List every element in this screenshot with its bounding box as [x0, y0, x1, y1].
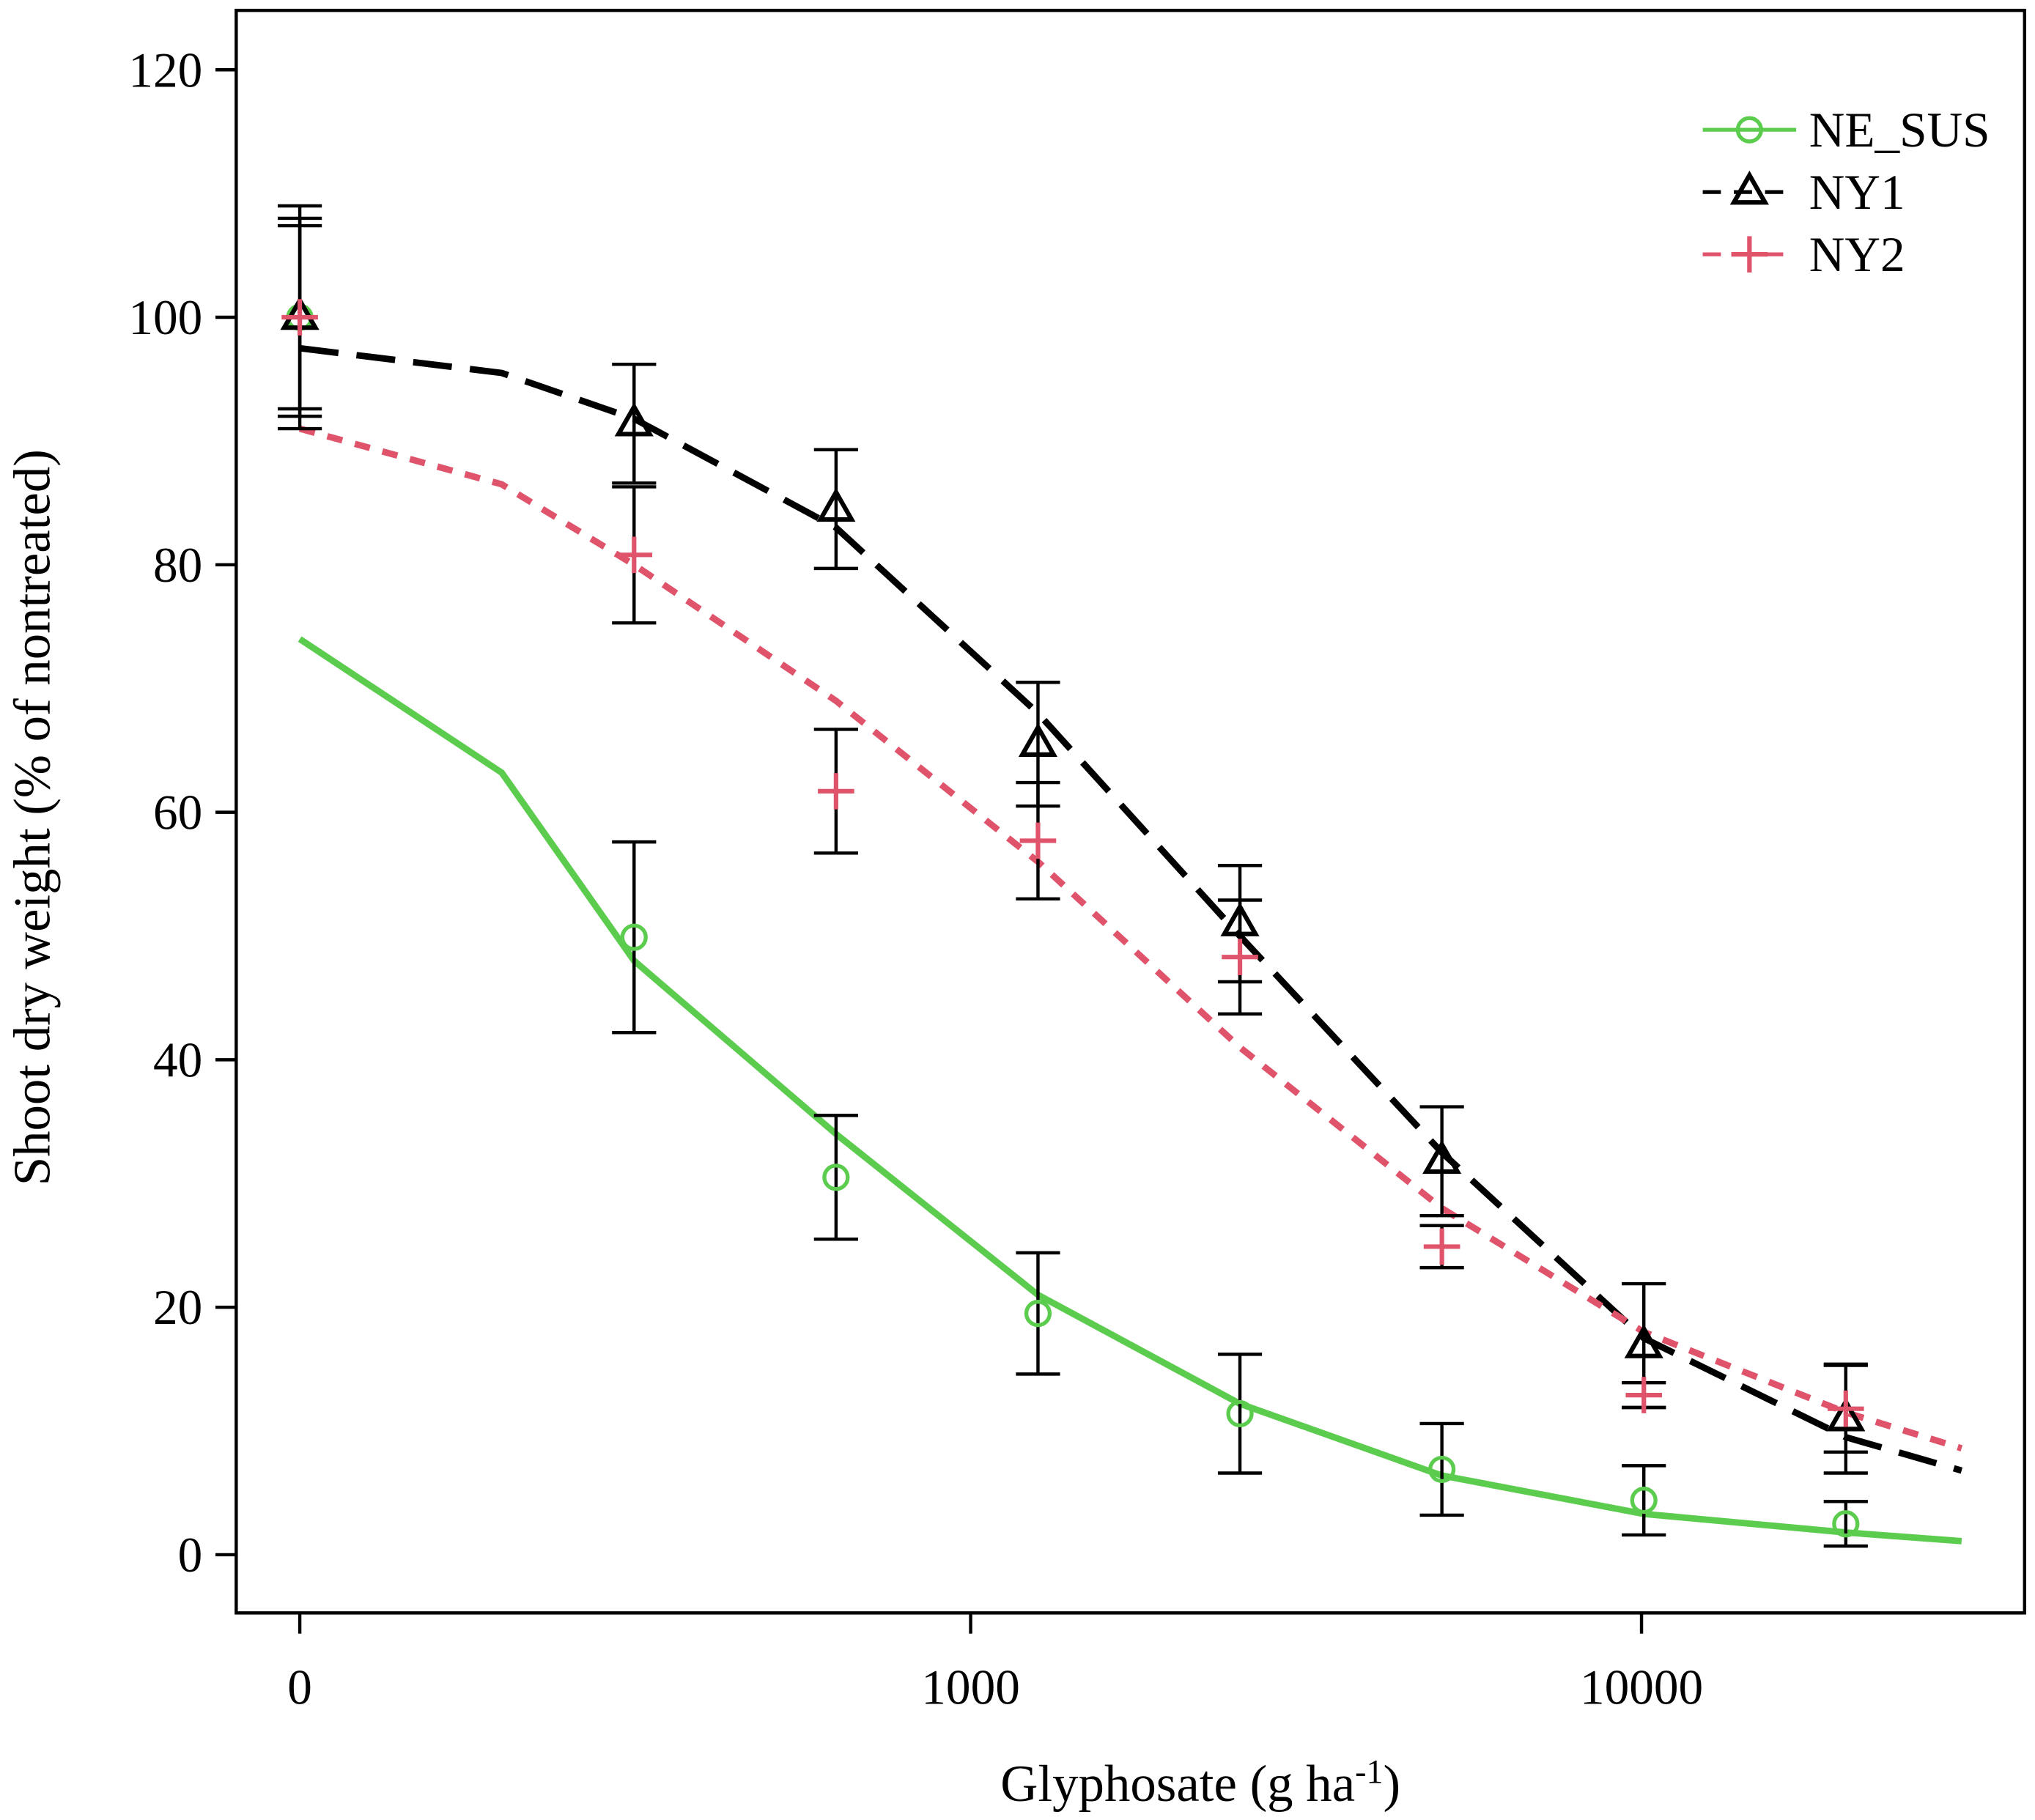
- error-bar-line: [612, 362, 657, 485]
- x-axis-title: Glyphosate (g ha-1): [1000, 1753, 1400, 1813]
- error-bar: [1016, 1251, 1060, 1376]
- legend-label: NY1: [1809, 165, 1905, 220]
- error-bar-line: [1217, 1353, 1263, 1475]
- x-axis-title-text: Glyphosate (g ha: [1000, 1756, 1355, 1813]
- fit-curve: [299, 344, 1963, 1474]
- y-tick-label: 100: [128, 290, 202, 345]
- marker: [818, 773, 854, 810]
- y-tick-label: 120: [128, 42, 202, 97]
- error-bar: [1217, 1353, 1263, 1475]
- x-axis-title-sup: -1: [1355, 1753, 1383, 1790]
- marker: [822, 1164, 850, 1191]
- marker: [1422, 1139, 1462, 1175]
- marker: [1828, 1390, 1864, 1427]
- legend-label: NE_SUS: [1809, 103, 1990, 158]
- marker: [1428, 1455, 1456, 1484]
- marker: [1630, 1487, 1658, 1514]
- error-bar: [1622, 1464, 1666, 1537]
- y-tick-label: 0: [178, 1528, 203, 1583]
- error-bar: [1419, 1105, 1464, 1218]
- error-bar-line: [612, 840, 657, 1035]
- marker: [1735, 116, 1763, 144]
- marker: [1018, 722, 1058, 757]
- y-tick-label: 20: [153, 1280, 202, 1335]
- error-bar-line: [1622, 1464, 1666, 1537]
- marker: [616, 536, 653, 574]
- error-bar-line: [1419, 1105, 1464, 1218]
- marker: [816, 487, 856, 522]
- marker: [1226, 1399, 1254, 1428]
- y-tick-label: 40: [153, 1032, 202, 1087]
- y-axis-title: Shoot dry weight (% of nontreated): [4, 449, 61, 1185]
- error-bar-line: [813, 448, 858, 571]
- error-bar: [612, 840, 657, 1035]
- y-tick-label: 60: [153, 785, 202, 840]
- marker: [281, 299, 318, 336]
- x-tick-label: 10000: [1580, 1660, 1703, 1714]
- fit-curve: [298, 636, 1962, 1545]
- y-tick-label: 80: [153, 538, 202, 593]
- marker: [1729, 170, 1769, 205]
- error-bar: [1823, 1500, 1868, 1548]
- x-tick-label: 1000: [921, 1660, 1020, 1714]
- marker: [1624, 1324, 1663, 1358]
- marker: [614, 402, 654, 437]
- error-bar-line: [813, 1114, 858, 1241]
- x-axis-title-end: ): [1384, 1756, 1401, 1813]
- x-tick-label: 0: [287, 1660, 312, 1714]
- marker: [1423, 1228, 1460, 1265]
- marker: [1731, 236, 1768, 273]
- error-bar: [612, 362, 657, 485]
- marker: [620, 923, 648, 951]
- marker: [1832, 1510, 1860, 1538]
- marker: [1222, 939, 1258, 976]
- error-bar-line: [1823, 1500, 1868, 1548]
- marker: [1625, 1377, 1663, 1413]
- marker: [1019, 822, 1057, 859]
- legend-label: NY2: [1809, 227, 1905, 282]
- error-bar: [813, 448, 858, 571]
- legend: NE_SUS NY1 NY2: [1702, 103, 1990, 282]
- error-bar: [1419, 1421, 1464, 1517]
- fit-curve: [298, 425, 1963, 1451]
- error-bar: [813, 1114, 858, 1241]
- marker: [1024, 1300, 1052, 1328]
- error-bar-line: [1016, 1251, 1060, 1376]
- error-bar-line: [1419, 1421, 1464, 1517]
